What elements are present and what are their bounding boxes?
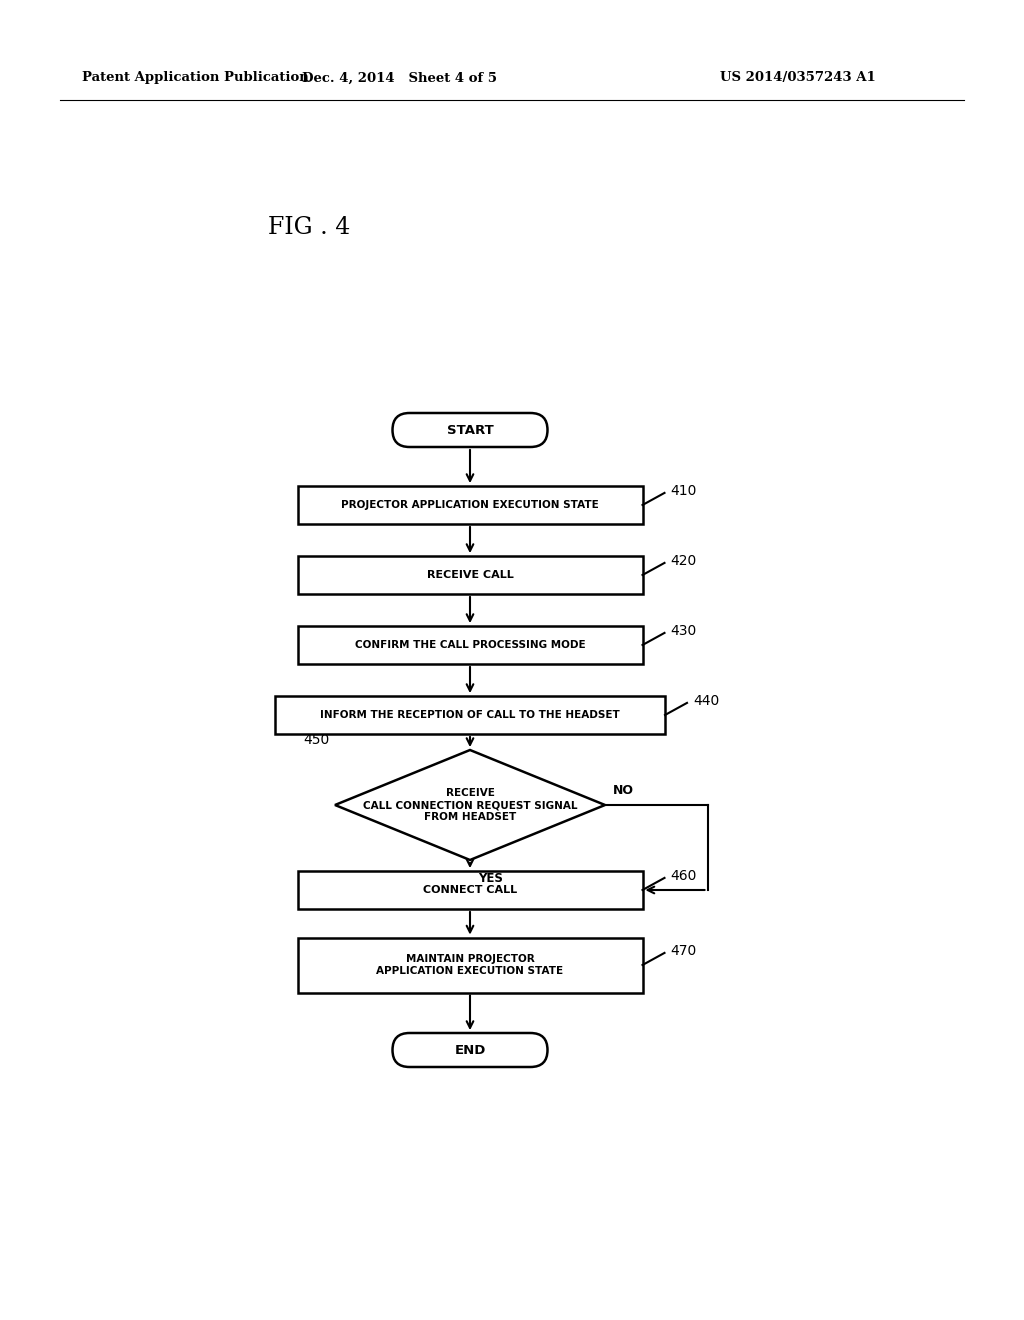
Text: CONFIRM THE CALL PROCESSING MODE: CONFIRM THE CALL PROCESSING MODE — [354, 640, 586, 649]
Bar — [298, 486, 642, 524]
Text: FIG . 4: FIG . 4 — [268, 216, 350, 239]
Text: Dec. 4, 2014   Sheet 4 of 5: Dec. 4, 2014 Sheet 4 of 5 — [302, 71, 498, 84]
Bar — [298, 937, 642, 993]
Bar — [275, 696, 665, 734]
FancyBboxPatch shape — [392, 413, 548, 447]
FancyBboxPatch shape — [392, 1034, 548, 1067]
Text: 460: 460 — [671, 869, 697, 883]
Text: 430: 430 — [671, 624, 696, 638]
Text: CONNECT CALL: CONNECT CALL — [423, 884, 517, 895]
Text: PROJECTOR APPLICATION EXECUTION STATE: PROJECTOR APPLICATION EXECUTION STATE — [341, 500, 599, 510]
Text: RECEIVE CALL: RECEIVE CALL — [427, 570, 513, 579]
Text: MAINTAIN PROJECTOR
APPLICATION EXECUTION STATE: MAINTAIN PROJECTOR APPLICATION EXECUTION… — [377, 954, 563, 977]
Text: NO: NO — [613, 784, 634, 797]
Bar — [298, 556, 642, 594]
Text: 450: 450 — [304, 733, 330, 747]
Text: Patent Application Publication: Patent Application Publication — [82, 71, 309, 84]
Text: 410: 410 — [671, 484, 697, 498]
Text: YES: YES — [478, 871, 503, 884]
Bar — [298, 626, 642, 664]
Polygon shape — [335, 750, 605, 861]
Text: START: START — [446, 424, 494, 437]
Text: RECEIVE
CALL CONNECTION REQUEST SIGNAL
FROM HEADSET: RECEIVE CALL CONNECTION REQUEST SIGNAL F… — [362, 788, 578, 822]
Bar — [298, 871, 642, 909]
Text: 470: 470 — [671, 944, 696, 958]
Text: 440: 440 — [693, 694, 719, 708]
Text: INFORM THE RECEPTION OF CALL TO THE HEADSET: INFORM THE RECEPTION OF CALL TO THE HEAD… — [321, 710, 620, 719]
Text: 420: 420 — [671, 554, 696, 568]
Text: END: END — [455, 1044, 485, 1056]
Text: US 2014/0357243 A1: US 2014/0357243 A1 — [720, 71, 876, 84]
